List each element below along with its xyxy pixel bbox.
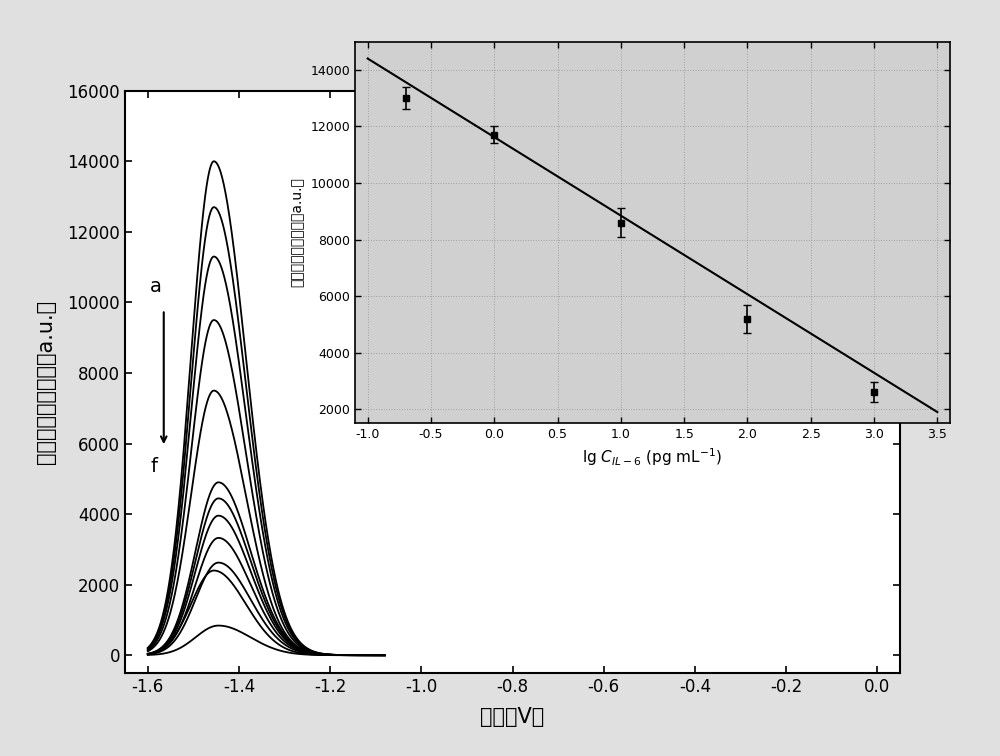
Text: a: a <box>150 277 162 296</box>
X-axis label: 电势（V）: 电势（V） <box>480 707 545 727</box>
Y-axis label: 电致化学发光强度（a.u.）: 电致化学发光强度（a.u.） <box>291 178 305 287</box>
Y-axis label: 电致化学发光强度（a.u.）: 电致化学发光强度（a.u.） <box>36 299 56 464</box>
X-axis label: lg $C_{IL-6}$ (pg mL$^{-1}$): lg $C_{IL-6}$ (pg mL$^{-1}$) <box>582 447 723 469</box>
Text: f: f <box>150 457 157 476</box>
